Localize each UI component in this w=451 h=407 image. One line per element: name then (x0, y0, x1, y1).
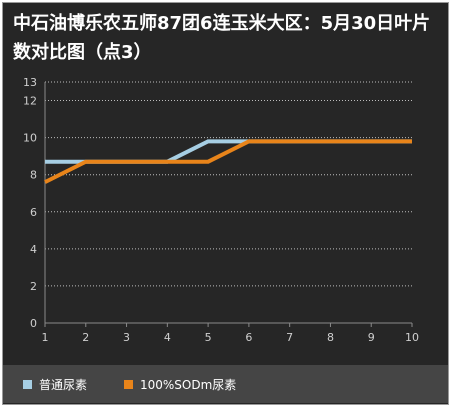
legend-item-series-2: 100%SODm尿素 (124, 375, 236, 393)
legend-item-series-1: 普通尿素 (23, 375, 87, 393)
y-tick-label: 8 (30, 169, 37, 182)
x-tick-label: 4 (164, 331, 171, 344)
x-tick-label: 7 (286, 331, 293, 344)
y-tick-label: 12 (23, 95, 37, 108)
x-tick-label: 8 (327, 331, 334, 344)
chart-title: 中石油博乐农五师87团6连玉米大区：5月30日叶片数对比图（点3） (13, 13, 431, 63)
x-tick-label: 1 (42, 331, 49, 344)
x-tick-label: 6 (245, 331, 252, 344)
x-tick-label: 3 (123, 331, 130, 344)
y-tick-label: 4 (30, 243, 37, 256)
series-line-2 (44, 139, 412, 184)
legend: 普通尿素 100%SODm尿素 (3, 365, 448, 403)
y-tick-label: 10 (23, 132, 37, 145)
x-tick-label: 10 (405, 331, 419, 344)
y-tick-label: 0 (30, 317, 37, 330)
legend-swatch-series-2 (124, 379, 133, 389)
x-tick-label: 2 (82, 331, 89, 344)
legend-label-series-1: 普通尿素 (39, 377, 88, 392)
y-tick-label: 6 (30, 206, 37, 219)
y-tick-label: 13 (23, 76, 37, 89)
x-tick-label: 9 (368, 331, 375, 344)
y-tick-label: 2 (30, 280, 37, 293)
legend-label-series-2: 100%SODm尿素 (140, 377, 237, 392)
legend-swatch-series-1 (23, 379, 32, 389)
x-tick-label: 5 (205, 331, 212, 344)
